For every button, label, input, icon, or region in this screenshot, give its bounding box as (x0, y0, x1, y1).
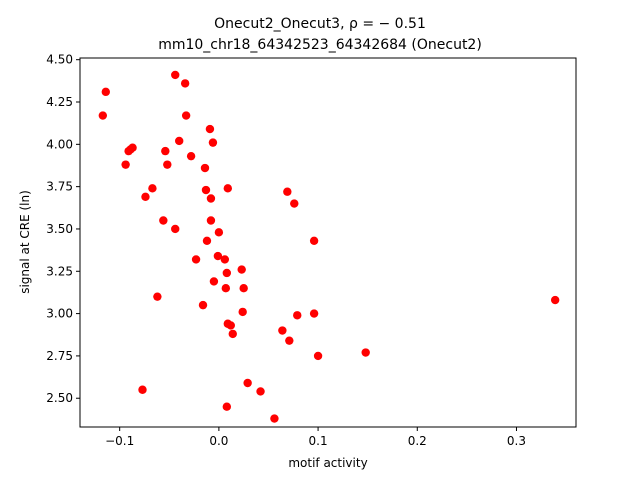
data-point-10 (159, 216, 168, 225)
data-point-42 (243, 378, 252, 388)
data-point-19 (191, 255, 201, 264)
data-point-31 (220, 255, 230, 264)
data-point-50 (309, 236, 319, 246)
data-point-32 (221, 284, 231, 293)
data-point-23 (202, 236, 212, 246)
y-axis-ticks: 2.50 2.75 3.00 3.25 3.50 3.75 4.00 4.25 4.50 (46, 53, 80, 405)
chart-title-line2: mm10_chr18_64342523_64342684 (Onecut2) (158, 37, 482, 53)
x-axis-ticks: −0.1 0.0 0.1 0.2 0.3 (105, 427, 526, 448)
y-tick-label: 3.25 (46, 264, 73, 278)
x-tick-label: 0.2 (408, 434, 427, 448)
x-tick-label: 0.1 (309, 434, 328, 448)
data-point-14 (171, 224, 180, 234)
y-tick-label: 3.00 (46, 307, 73, 321)
data-point-18 (186, 151, 196, 161)
plot-area (98, 70, 560, 423)
data-point-44 (270, 414, 279, 423)
data-point-26 (206, 194, 216, 203)
data-point-0 (98, 111, 108, 120)
data-point-46 (283, 187, 292, 196)
data-point-25 (206, 216, 216, 225)
data-point-33 (222, 268, 232, 278)
data-point-7 (141, 192, 150, 201)
data-point-8 (148, 184, 157, 193)
data-point-5 (128, 143, 137, 152)
data-point-12 (163, 160, 172, 169)
data-point-45 (278, 326, 287, 335)
data-point-49 (293, 311, 302, 320)
y-axis-label: signal at CRE (ln) (18, 190, 32, 294)
y-tick-label: 4.50 (46, 53, 73, 67)
data-point-40 (238, 307, 247, 317)
data-point-13 (171, 70, 180, 80)
data-point-16 (180, 79, 190, 88)
data-point-38 (228, 329, 237, 339)
data-point-24 (205, 124, 215, 134)
chart-title-line1: Onecut2_Onecut3, ρ = − 0.51 (214, 16, 426, 32)
data-point-9 (153, 292, 162, 301)
data-point-37 (226, 321, 235, 330)
data-point-11 (161, 146, 170, 156)
y-tick-label: 3.50 (46, 222, 73, 236)
data-point-17 (181, 111, 191, 120)
y-tick-label: 4.00 (46, 137, 73, 151)
data-point-36 (223, 184, 233, 193)
x-tick-label: −0.1 (105, 434, 134, 448)
data-point-48 (290, 199, 299, 208)
data-point-54 (550, 295, 560, 305)
data-point-47 (285, 336, 294, 345)
data-point-34 (222, 402, 232, 411)
data-point-30 (214, 228, 224, 237)
data-point-41 (239, 284, 248, 293)
y-tick-label: 3.75 (46, 180, 73, 194)
data-point-43 (256, 387, 265, 396)
data-point-21 (200, 163, 210, 173)
y-tick-label: 4.25 (46, 95, 73, 109)
x-tick-label: 0.0 (209, 434, 228, 448)
data-point-51 (309, 309, 319, 318)
data-point-22 (201, 185, 211, 195)
data-point-28 (209, 277, 219, 286)
y-tick-label: 2.75 (46, 349, 73, 363)
y-tick-label: 2.50 (46, 391, 73, 405)
data-point-6 (138, 385, 147, 394)
x-tick-label: 0.3 (507, 434, 526, 448)
x-axis-label: motif activity (288, 456, 367, 470)
axes-frame (79, 57, 577, 428)
data-point-20 (198, 300, 208, 310)
data-point-39 (237, 265, 246, 274)
data-point-52 (313, 351, 323, 361)
data-point-15 (175, 136, 184, 146)
data-point-29 (213, 251, 223, 261)
data-point-27 (208, 138, 218, 147)
data-point-53 (361, 348, 370, 357)
data-point-2 (121, 160, 130, 169)
data-point-1 (101, 87, 110, 97)
